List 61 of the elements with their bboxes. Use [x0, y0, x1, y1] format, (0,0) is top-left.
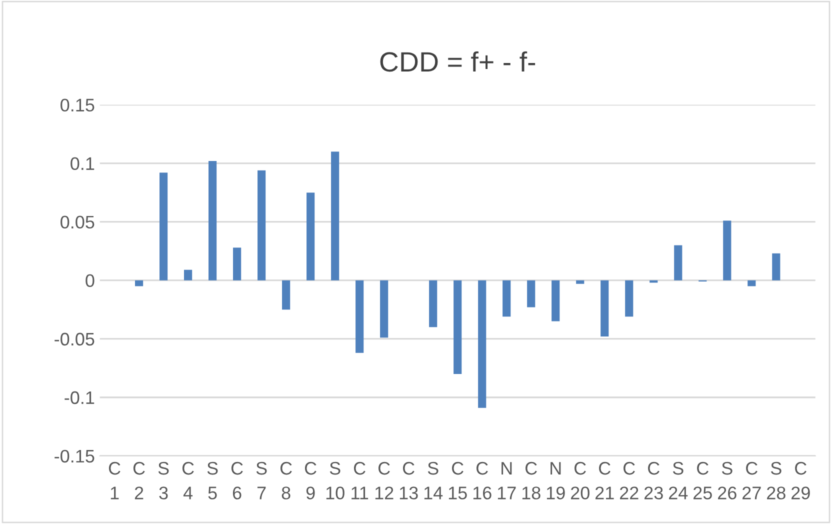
y-tick-label: 0.05: [60, 216, 94, 229]
bar: [331, 152, 340, 280]
x-tick-label: C 29: [792, 462, 810, 500]
x-tick-label: S 5: [207, 462, 218, 500]
x-tick-label: C 4: [182, 462, 194, 500]
x-tick-label: C 9: [304, 462, 316, 500]
x-tick-label: C 23: [644, 462, 663, 500]
x-tick-label: S 3: [158, 462, 169, 500]
bar: [184, 270, 192, 280]
x-tick-label: C 25: [694, 462, 712, 500]
bar: [208, 160, 217, 280]
bar: [429, 280, 438, 328]
bar: [576, 280, 584, 284]
x-tick-label: N 19: [546, 462, 565, 500]
chart-title: CDD = f+ - f-: [380, 51, 536, 72]
x-tick-label: N 17: [498, 462, 516, 500]
bar: [356, 280, 364, 353]
bar: [160, 172, 168, 280]
y-tick-label: 0.15: [60, 98, 94, 112]
x-tick-label: C 21: [595, 462, 614, 500]
x-tick-label: C 18: [522, 462, 540, 500]
bar: [625, 280, 634, 317]
bar: [282, 280, 290, 310]
bar: [380, 280, 388, 338]
x-tick-label: C 11: [352, 462, 368, 500]
x-tick-label: S 24: [669, 462, 688, 500]
x-tick-label: C 13: [400, 462, 418, 500]
x-tick-label: C 2: [133, 462, 145, 500]
x-tick-label: C 20: [570, 462, 590, 500]
x-tick-label: C 8: [280, 462, 292, 500]
x-tick-label: C 27: [742, 462, 761, 500]
bar: [674, 245, 682, 280]
bar: [748, 280, 756, 286]
x-tick-label: S 14: [424, 462, 443, 500]
x-tick-label: C 12: [375, 462, 394, 500]
bar: [258, 170, 266, 280]
bar: [723, 220, 732, 280]
x-tick-label: C 1: [108, 462, 120, 500]
bar: [454, 280, 462, 374]
x-tick-label: C 15: [448, 462, 467, 500]
bar: [306, 192, 315, 280]
bar: [600, 280, 609, 337]
bar: [527, 280, 536, 308]
x-tick-label: C 16: [473, 462, 492, 500]
bar: [772, 253, 780, 280]
y-tick-label: 0: [86, 274, 94, 288]
x-tick-label: S 10: [326, 462, 344, 500]
bar: [135, 280, 144, 286]
x-tick-label: S 28: [767, 462, 786, 500]
x-tick-label: C 22: [620, 462, 638, 500]
y-tick-label: 0.1: [70, 157, 94, 170]
y-tick-label: -0.05: [54, 332, 94, 346]
bar: [502, 280, 511, 317]
x-tick-label: S 26: [718, 462, 736, 500]
bar: [552, 280, 560, 322]
y-tick-label: -0.15: [54, 450, 94, 463]
bar: [478, 280, 486, 408]
x-tick-label: C 6: [231, 462, 243, 500]
x-tick-label: S 7: [256, 462, 267, 500]
bar: [233, 248, 242, 280]
y-tick-label: -0.1: [64, 391, 94, 404]
